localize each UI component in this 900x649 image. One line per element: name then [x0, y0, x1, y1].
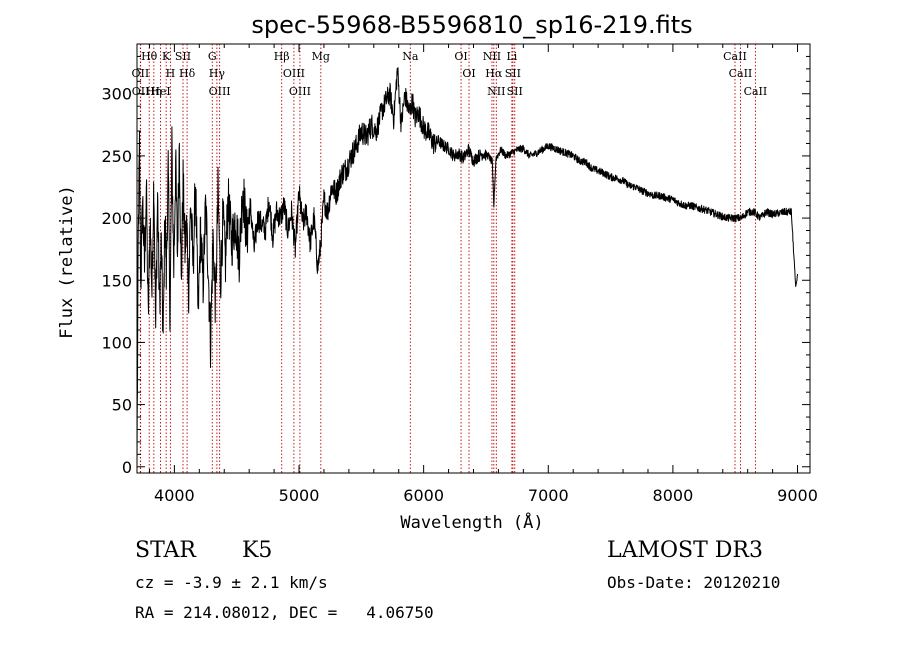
line-label-4: HeI [150, 85, 170, 98]
subclass-label: K5 [242, 538, 273, 563]
x-tick-label-4: 8000 [653, 486, 694, 505]
y-tick-label-5: 250 [101, 147, 132, 166]
class-label: STAR [135, 538, 196, 563]
line-label-11: OIII [209, 85, 231, 98]
line-label-22: Li [506, 50, 517, 63]
y-axis-label: Flux (relative) [57, 185, 77, 339]
y-tick-label-4: 200 [101, 209, 132, 228]
line-label-12: Hβ [274, 50, 290, 63]
x-tick-label-3: 7000 [528, 486, 569, 505]
y-tick-label-6: 300 [101, 85, 132, 104]
line-label-1: OII [132, 67, 150, 80]
line-label-18: OI [462, 67, 475, 80]
y-tick-label-2: 100 [101, 333, 132, 352]
y-tick-label-3: 150 [101, 271, 132, 290]
spectrum-series [136, 67, 798, 467]
line-label-26: CaII [729, 67, 753, 80]
line-label-8: Hδ [179, 67, 196, 80]
y-tick-label-0: 0 [122, 458, 132, 477]
line-label-27: CaII [744, 85, 768, 98]
line-label-21: NII [487, 85, 505, 98]
line-label-16: Na [402, 50, 419, 63]
line-label-24: SII [507, 85, 523, 98]
line-label-17: OI [454, 50, 467, 63]
line-label-0: Hθ [141, 50, 158, 63]
line-label-7: SII [175, 50, 191, 63]
line-label-2: OII [132, 85, 150, 98]
obs-date-label: Obs-Date: 20120210 [607, 573, 781, 592]
line-label-15: Mg [312, 50, 330, 63]
line-label-3: Hη [146, 85, 162, 98]
spectrum-line [136, 67, 798, 467]
line-label-19: NII [483, 50, 501, 63]
line-label-13: OIII [283, 67, 305, 80]
x-tick-label-1: 5000 [279, 486, 320, 505]
line-label-5: K [162, 50, 171, 63]
x-axis-label: Wavelength (Å) [400, 511, 543, 533]
chart-title: spec-55968-B5596810_sp16-219.fits [251, 11, 692, 39]
y-tick-label-1: 50 [112, 396, 132, 415]
axis-ticks: 4000 5000 6000 7000 8000 9000 0 50 100 150 200 250 3… [101, 44, 818, 505]
line-label-14: OIII [289, 85, 311, 98]
coords-label: RA = 214.08012, DEC = 4.06750 [135, 603, 434, 622]
line-label-10: Hγ [209, 67, 226, 80]
line-label-20: Hα [485, 67, 503, 80]
x-tick-label-0: 4000 [154, 486, 195, 505]
line-label-9: G [208, 50, 217, 63]
survey-label: LAMOST DR3 [607, 538, 763, 563]
line-label-23: SII [505, 67, 521, 80]
x-tick-label-5: 9000 [777, 486, 818, 505]
line-label-6: H [166, 67, 176, 80]
plot-frame [136, 43, 811, 474]
x-tick-label-2: 6000 [403, 486, 444, 505]
cz-label: cz = -3.9 ± 2.1 km/s [135, 573, 328, 592]
line-label-25: CaII [723, 50, 747, 63]
